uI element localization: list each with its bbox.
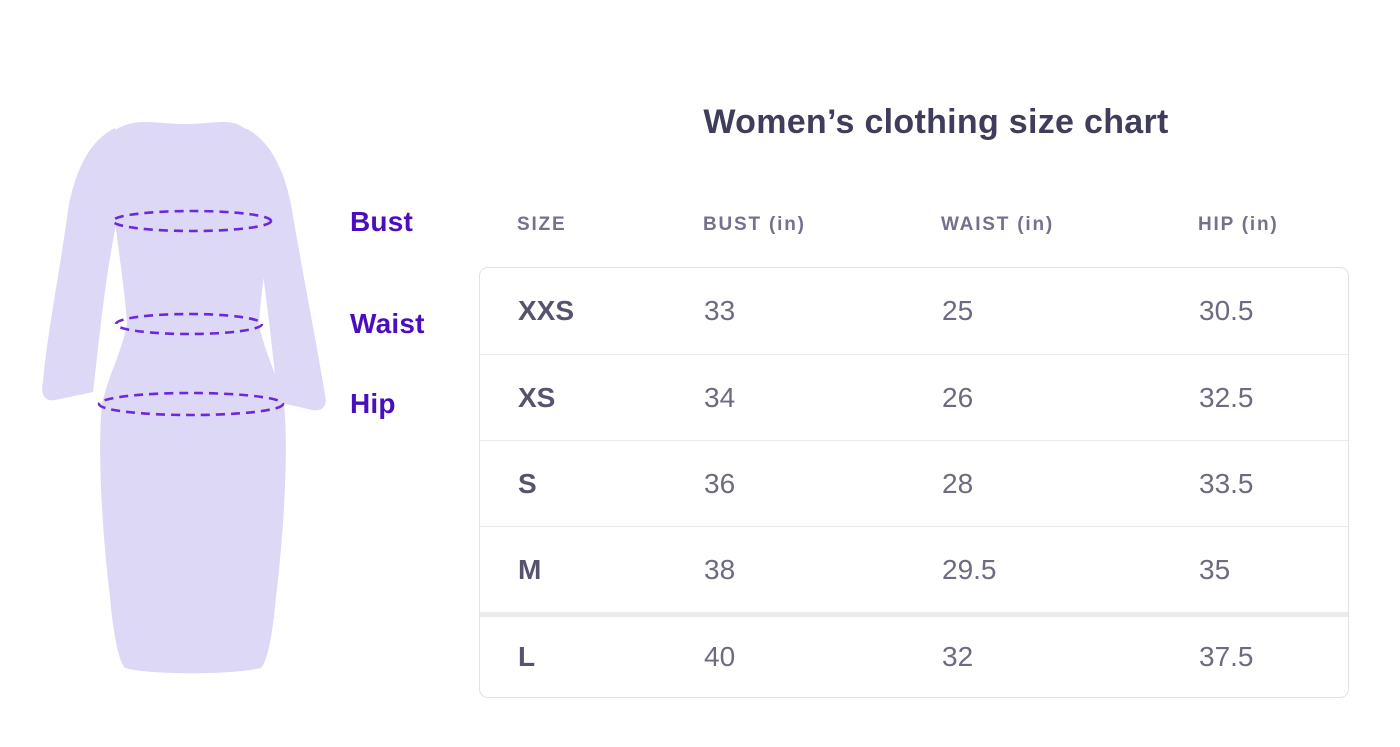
- dress-silhouette-svg: [42, 122, 326, 674]
- bust-cell: 34: [704, 381, 736, 413]
- hip-label: Hip: [350, 388, 396, 419]
- dress-left-sleeve: [42, 128, 121, 401]
- waist-measure-line: [114, 312, 264, 336]
- hip-cell: 35: [1199, 553, 1231, 585]
- size-cell: XXS: [518, 295, 575, 326]
- bust-cell: 40: [704, 641, 736, 672]
- dress-illustration: [35, 110, 335, 675]
- size-cell: S: [518, 467, 537, 499]
- header-hip: HIP (in): [1198, 214, 1279, 235]
- waist-cell: 26: [942, 381, 974, 413]
- table-header-row: SIZE BUST (in) WAIST (in) HIP (in): [479, 203, 1349, 247]
- header-size: SIZE: [517, 214, 567, 235]
- hip-cell: 32.5: [1199, 381, 1254, 413]
- size-cell: M: [518, 553, 542, 585]
- header-waist: WAIST (in): [941, 214, 1054, 235]
- table-row: XXS 33 25 30.5: [480, 268, 1348, 354]
- waist-cell: 32: [942, 641, 974, 672]
- bust-measure-line: [111, 209, 273, 233]
- table-row: L 40 32 37.5: [480, 612, 1348, 697]
- bust-cell: 36: [704, 467, 736, 499]
- hip-measure-line: [97, 391, 285, 417]
- size-cell: XS: [518, 381, 556, 413]
- dress-body: [100, 122, 286, 674]
- table-row: S 36 28 33.5: [480, 440, 1348, 526]
- bust-label: Bust: [350, 206, 414, 237]
- hip-cell: 37.5: [1199, 641, 1254, 672]
- header-bust: BUST (in): [703, 214, 806, 235]
- waist-label: Waist: [350, 308, 425, 339]
- size-cell: L: [518, 641, 536, 672]
- waist-cell: 28: [942, 467, 974, 499]
- page-title: Women’s clothing size chart: [703, 103, 1169, 141]
- table-row: XS 34 26 32.5: [480, 354, 1348, 440]
- table-row: M 38 29.5 35: [480, 526, 1348, 612]
- bust-cell: 33: [704, 295, 736, 326]
- bust-cell: 38: [704, 553, 736, 585]
- hip-cell: 33.5: [1199, 467, 1254, 499]
- size-table: XXS 33 25 30.5 XS 34 26 32.5 S 36 28 33.…: [479, 267, 1349, 698]
- waist-cell: 29.5: [942, 553, 997, 585]
- waist-cell: 25: [942, 295, 974, 326]
- hip-cell: 30.5: [1199, 295, 1254, 326]
